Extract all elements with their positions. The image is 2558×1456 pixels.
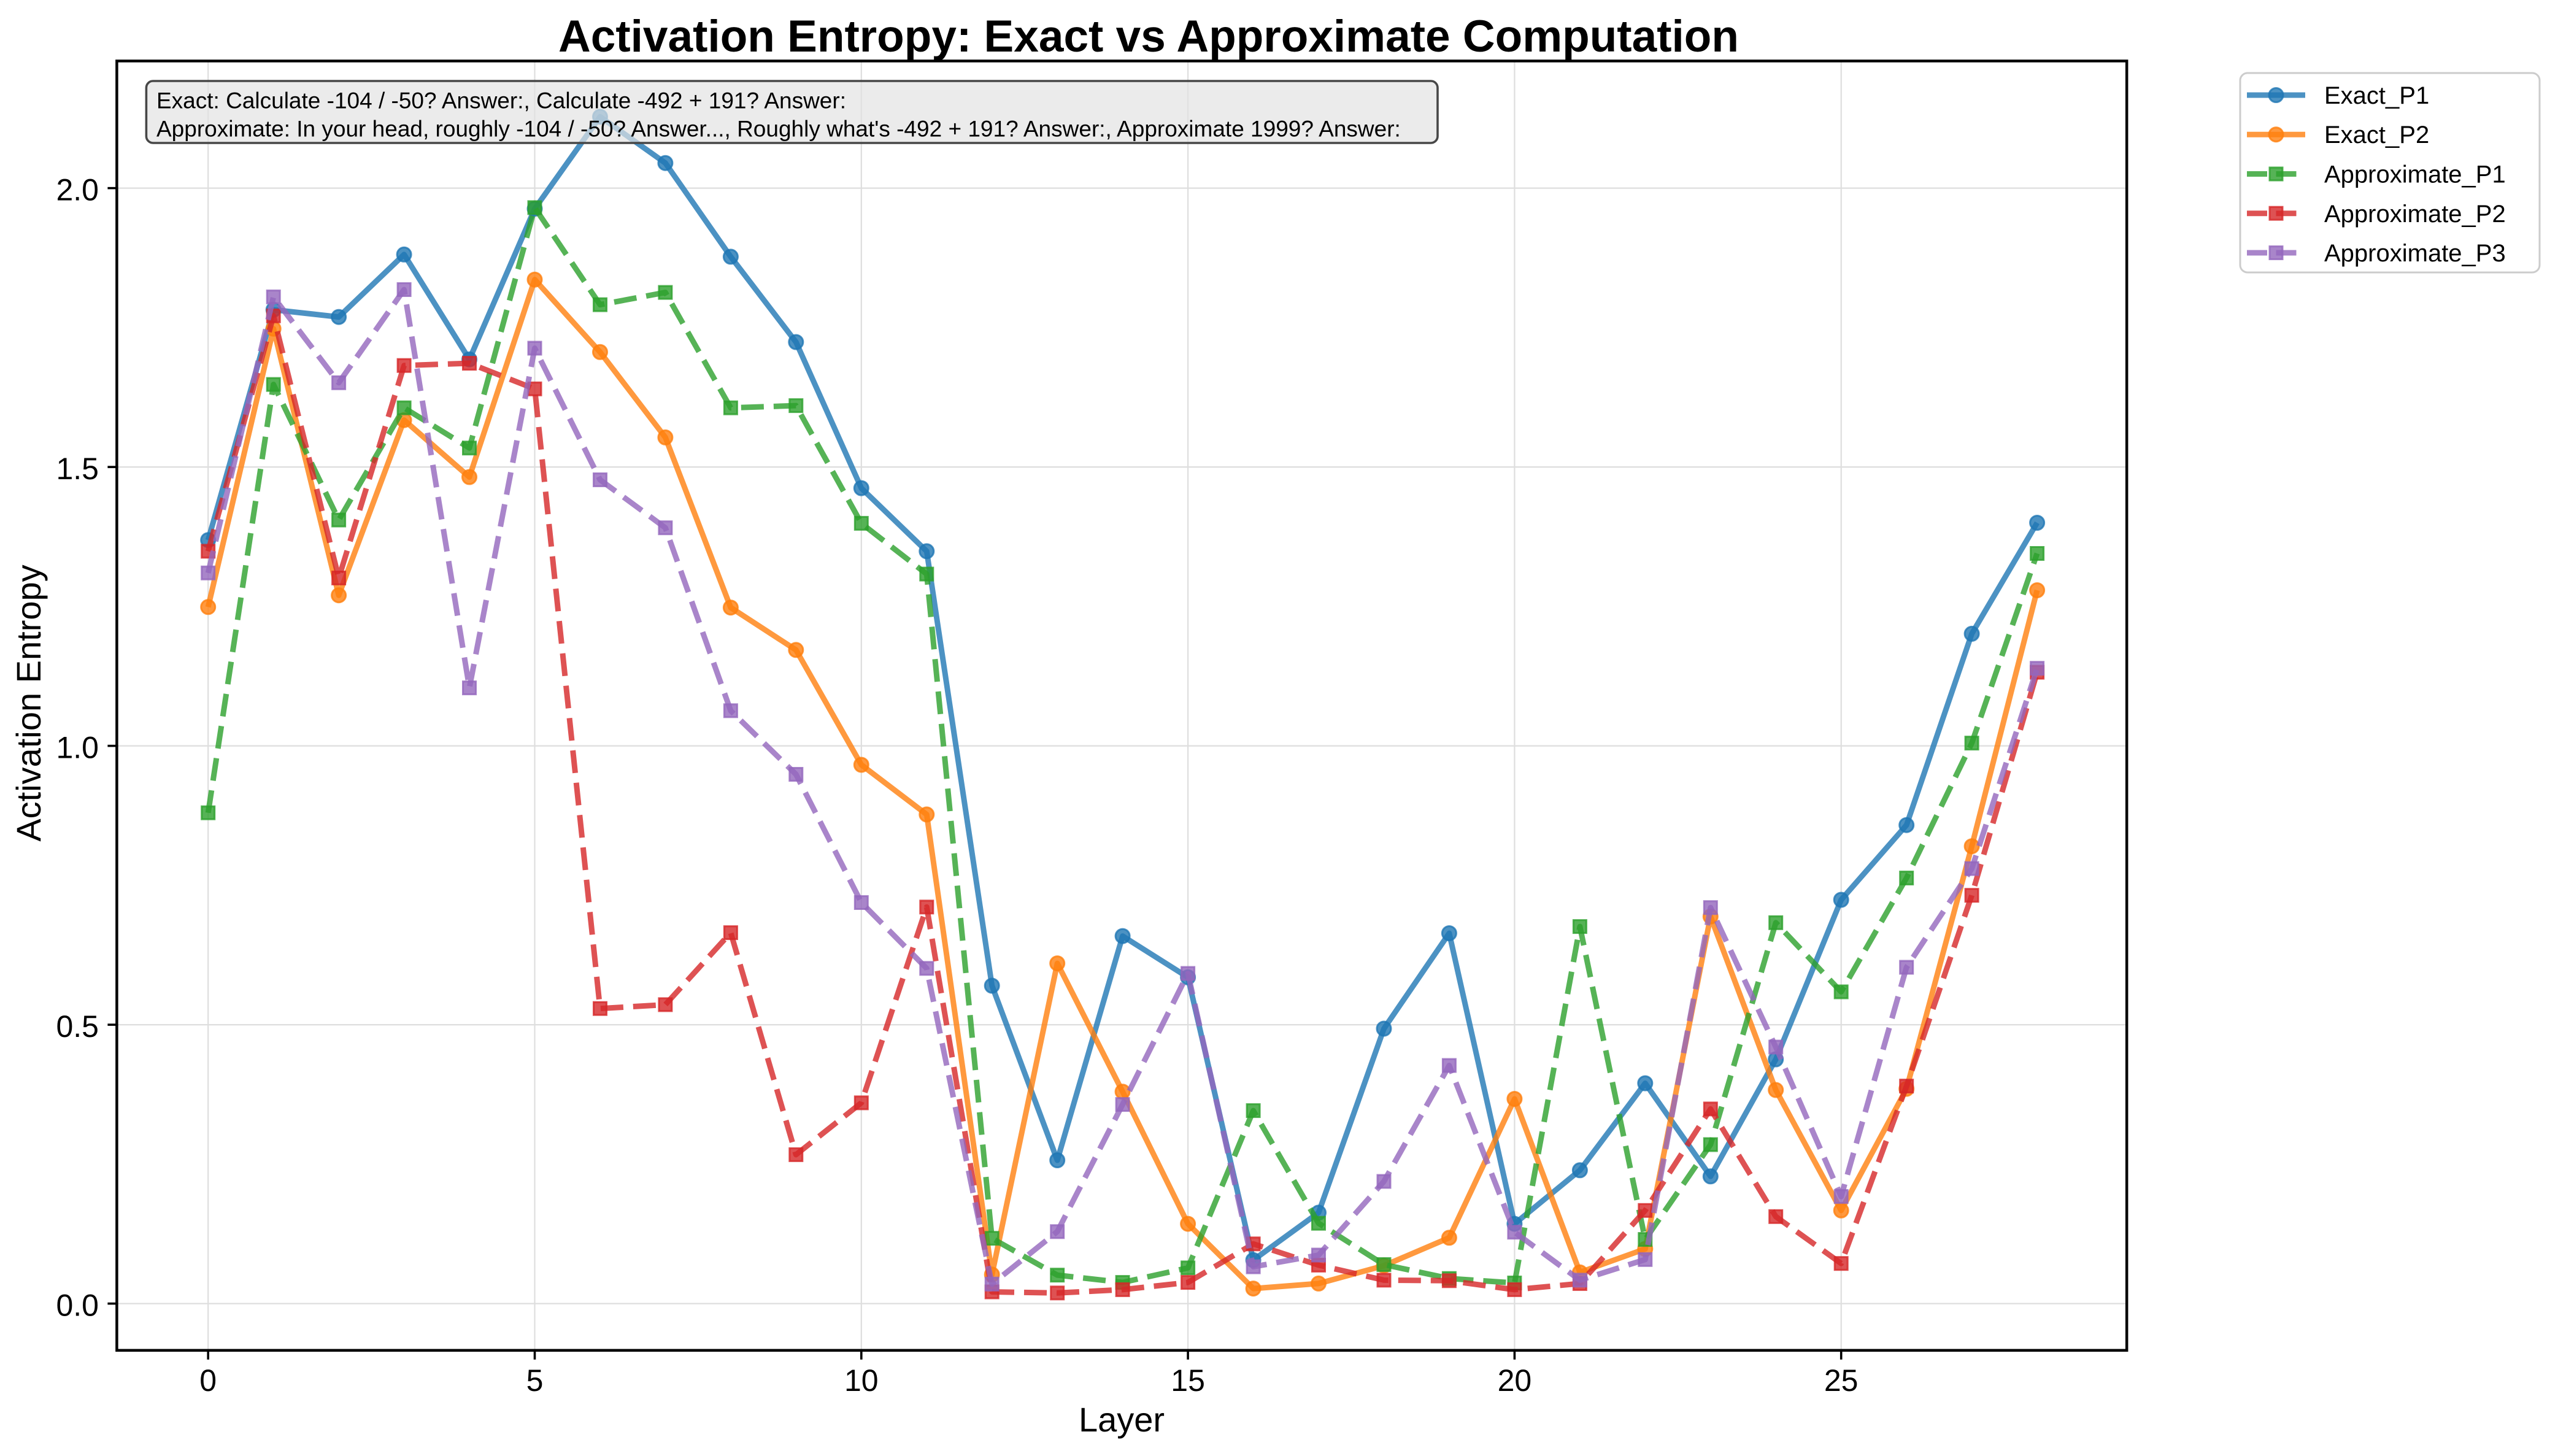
svg-text:1.0: 1.0 (56, 731, 99, 765)
svg-text:Exact_P1: Exact_P1 (2324, 82, 2429, 109)
svg-text:Activation Entropy: Exact vs A: Activation Entropy: Exact vs Approximate… (558, 12, 1739, 61)
svg-text:0.5: 0.5 (56, 1009, 99, 1044)
svg-text:20: 20 (1498, 1363, 1532, 1398)
svg-text:5: 5 (526, 1363, 544, 1398)
svg-text:10: 10 (844, 1363, 879, 1398)
svg-text:Activation Entropy: Activation Entropy (9, 564, 48, 841)
svg-text:0: 0 (199, 1363, 217, 1398)
svg-text:Approximate: In your head, rou: Approximate: In your head, roughly -104 … (156, 117, 1401, 142)
svg-text:Layer: Layer (1079, 1400, 1165, 1439)
svg-text:Exact: Calculate -104 / -50? A: Exact: Calculate -104 / -50? Answer:, Ca… (156, 88, 846, 114)
svg-text:Exact_P2: Exact_P2 (2324, 121, 2429, 148)
svg-text:2.0: 2.0 (56, 173, 99, 207)
svg-text:25: 25 (1824, 1363, 1859, 1398)
svg-text:Approximate_P2: Approximate_P2 (2324, 201, 2506, 228)
svg-text:Approximate_P1: Approximate_P1 (2324, 161, 2506, 188)
svg-text:0.0: 0.0 (56, 1288, 99, 1323)
svg-text:15: 15 (1171, 1363, 1205, 1398)
svg-text:Approximate_P3: Approximate_P3 (2324, 240, 2506, 267)
svg-text:1.5: 1.5 (56, 452, 99, 486)
